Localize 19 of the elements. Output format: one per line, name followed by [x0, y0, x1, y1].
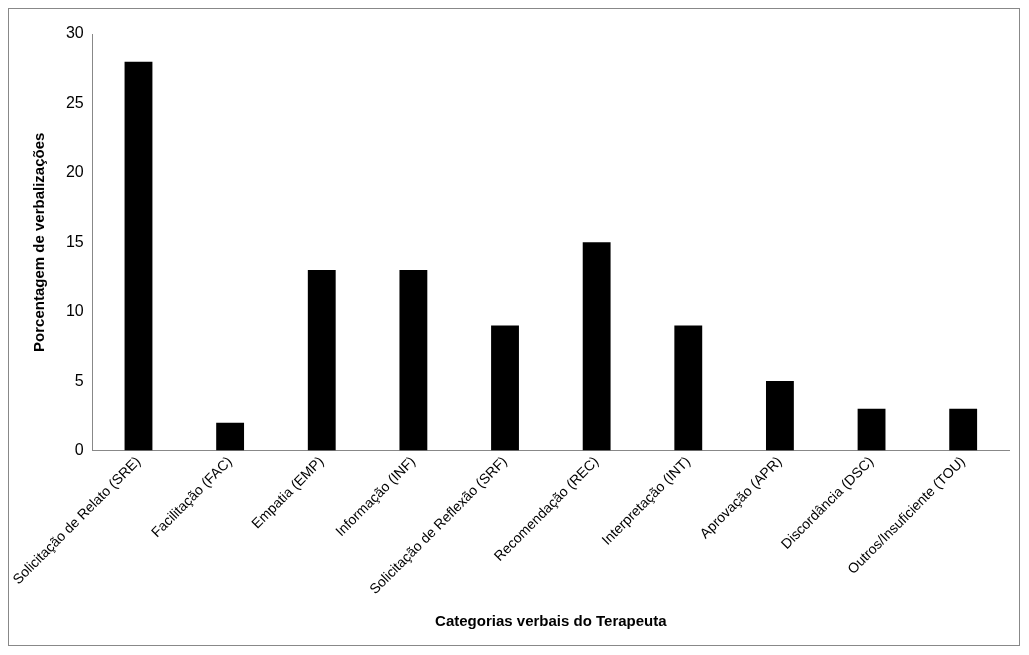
- bar: [216, 422, 245, 451]
- bar: [399, 270, 428, 451]
- bar: [491, 325, 519, 451]
- y-tick-label: 25: [65, 93, 84, 111]
- bar: [949, 408, 978, 451]
- y-axis-title: Porcentagem de verbalizações: [30, 132, 48, 352]
- bar: [124, 61, 153, 451]
- bar: [307, 270, 336, 451]
- y-tick-label: 10: [65, 302, 84, 320]
- bar: [674, 325, 703, 451]
- y-tick-label: 20: [65, 163, 84, 181]
- bar: [582, 242, 611, 451]
- y-tick-label: 15: [65, 232, 84, 250]
- bar: [765, 381, 794, 451]
- bar: [857, 408, 886, 451]
- y-tick-label: 30: [65, 24, 84, 42]
- y-tick-label: 5: [74, 371, 84, 389]
- y-tick-label: 0: [74, 440, 84, 458]
- x-axis-title: Categorias verbais do Terapeuta: [435, 612, 668, 630]
